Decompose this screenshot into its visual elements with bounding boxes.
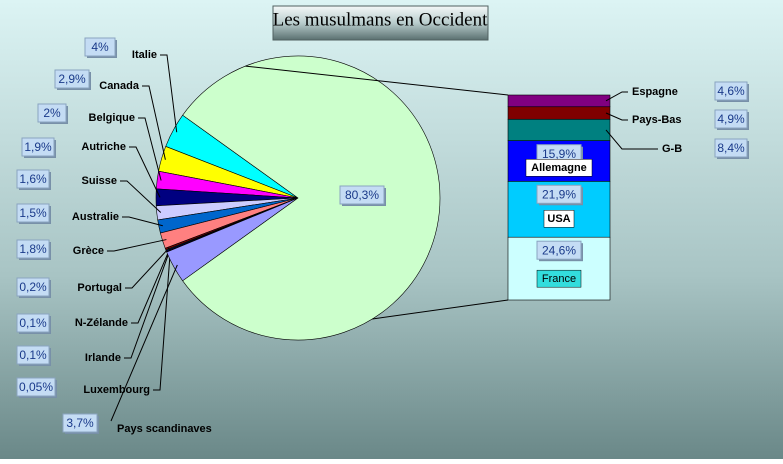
category-label: Pays scandinaves bbox=[117, 423, 212, 435]
value-label-box bbox=[16, 203, 50, 223]
category-label: Pays-Bas bbox=[632, 114, 682, 126]
value-label-box bbox=[536, 240, 582, 260]
category-label: Italie bbox=[132, 49, 157, 61]
value-label: 1,5% bbox=[19, 206, 47, 220]
value-label: 8,4% bbox=[717, 141, 745, 155]
category-label: Portugal bbox=[77, 282, 122, 294]
value-label: 80,3% bbox=[345, 188, 379, 202]
value-label: 4,9% bbox=[717, 112, 745, 126]
leader-line bbox=[129, 146, 161, 198]
leader-line bbox=[124, 249, 171, 359]
category-label: France bbox=[542, 273, 576, 285]
category-label: USA bbox=[547, 213, 570, 225]
value-label-box bbox=[16, 169, 50, 189]
value-label: 0,1% bbox=[19, 316, 47, 330]
value-label-box bbox=[339, 185, 385, 205]
value-label: 21,9% bbox=[542, 187, 576, 201]
value-label-box bbox=[37, 103, 67, 123]
category-label: Autriche bbox=[81, 141, 126, 153]
connector-line bbox=[372, 299, 509, 320]
category-label: Australie bbox=[72, 211, 119, 223]
value-label: 15,9% bbox=[542, 147, 576, 161]
leader-line bbox=[110, 264, 178, 422]
leader-line bbox=[107, 239, 167, 252]
leader-line bbox=[160, 54, 178, 133]
value-label: 4% bbox=[91, 40, 109, 54]
category-label: G-B bbox=[662, 143, 682, 155]
leader-line bbox=[605, 91, 628, 102]
value-label: 0,1% bbox=[19, 348, 47, 362]
leader-line bbox=[120, 180, 162, 213]
category-label: N-Zélande bbox=[75, 317, 128, 329]
category-label-box bbox=[543, 210, 575, 228]
leader-line bbox=[122, 216, 163, 227]
value-label-box bbox=[62, 413, 98, 433]
value-label-box bbox=[54, 69, 90, 89]
stack-segment bbox=[507, 118, 611, 141]
category-label-box bbox=[536, 269, 582, 288]
value-label: 0,2% bbox=[19, 280, 47, 294]
leader-line bbox=[142, 85, 166, 160]
category-label: Suisse bbox=[82, 175, 117, 187]
category-label: Luxembourg bbox=[83, 384, 150, 396]
value-label-box bbox=[16, 345, 50, 365]
value-label-box bbox=[16, 377, 56, 397]
chart-title: Les musulmans en Occident bbox=[273, 9, 488, 30]
stack-segment bbox=[507, 106, 611, 120]
title-box bbox=[272, 5, 489, 41]
value-label: 1,9% bbox=[24, 140, 52, 154]
pie-slice bbox=[182, 55, 441, 341]
leader-line bbox=[125, 247, 170, 289]
category-label: Belgique bbox=[89, 112, 135, 124]
value-label-box bbox=[84, 37, 116, 57]
value-label-box bbox=[714, 138, 748, 158]
value-label: 24,6% bbox=[542, 243, 576, 257]
value-label-box bbox=[714, 109, 748, 129]
value-label: 2,9% bbox=[58, 72, 86, 86]
category-label: Grèce bbox=[73, 245, 104, 257]
value-label-box bbox=[536, 184, 582, 204]
value-label: 1,8% bbox=[19, 242, 47, 256]
leader-line bbox=[131, 248, 171, 324]
category-label-box bbox=[525, 159, 593, 177]
value-label: 2% bbox=[43, 106, 61, 120]
value-label-box bbox=[16, 313, 50, 333]
value-label: 3,7% bbox=[66, 416, 94, 430]
category-label: Espagne bbox=[632, 86, 678, 98]
value-label-box bbox=[16, 239, 50, 259]
value-label-box bbox=[16, 277, 50, 297]
category-label: Allemagne bbox=[531, 162, 587, 174]
value-label-box bbox=[714, 81, 748, 101]
stack-segment bbox=[507, 94, 611, 108]
value-label-box bbox=[21, 137, 55, 157]
value-label: 0,05% bbox=[19, 380, 53, 394]
leader-line bbox=[605, 112, 628, 121]
category-label: Canada bbox=[99, 80, 140, 92]
leader-line bbox=[138, 117, 162, 181]
value-label: 1,6% bbox=[19, 172, 47, 186]
leader-line bbox=[153, 250, 171, 391]
connector-line bbox=[245, 65, 509, 96]
value-label: 4,6% bbox=[717, 84, 745, 98]
leader-line bbox=[605, 129, 658, 150]
category-label: Irlande bbox=[85, 352, 121, 364]
